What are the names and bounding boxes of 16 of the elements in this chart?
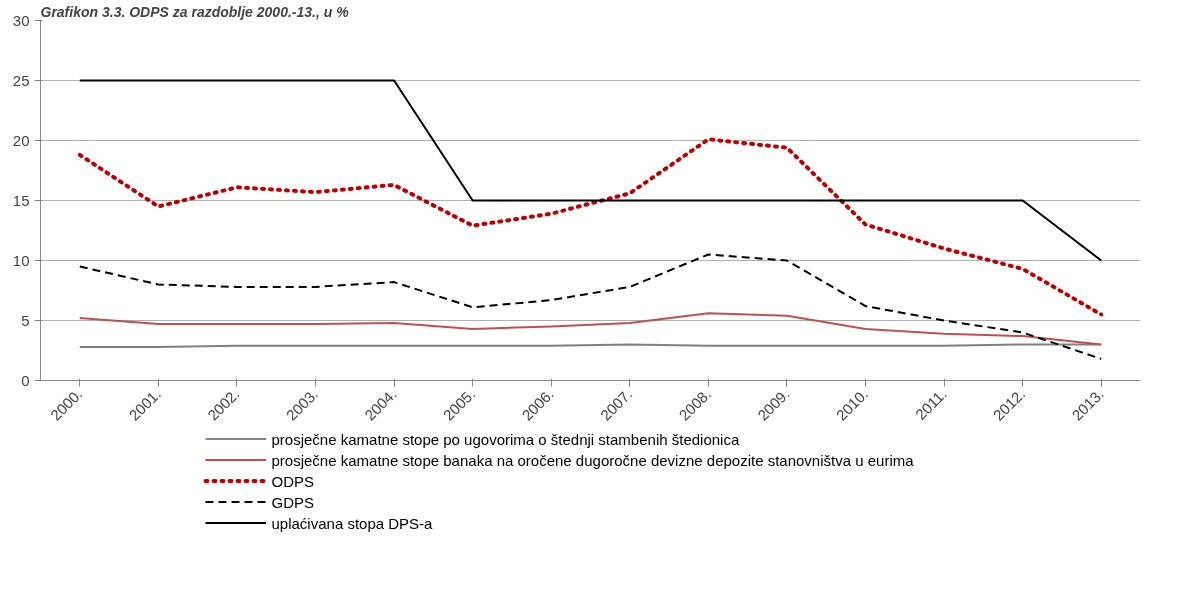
- y-tick-label: 25: [12, 71, 30, 89]
- legend-label: prosječne kamatne stope po ugovorima o štednji stambenih štedionica: [271, 430, 740, 448]
- chart-title: Grafikon 3.3. ODPS za razdoblje 2000.-13., u %: [40, 3, 350, 20]
- y-tick-label: 5: [21, 311, 30, 329]
- y-tick-label: 10: [12, 251, 30, 269]
- line-series: [78, 253, 1103, 360]
- y-tick-label: 0: [21, 371, 30, 389]
- legend-label: uplaćivana stopa DPS-a: [271, 514, 434, 532]
- legend-label: GDPS: [271, 493, 315, 511]
- y-tick-label: 20: [12, 131, 30, 149]
- line-series: [78, 312, 1103, 346]
- line-series: [77, 137, 1104, 317]
- y-tick-label: 30: [12, 11, 30, 29]
- y-tick-label: 15: [12, 191, 30, 209]
- legend-label: ODPS: [271, 472, 315, 490]
- legend-label: prosječne kamatne stope banaka na oročene dugoročne devizne depozite stanovništva u eurima: [271, 451, 915, 469]
